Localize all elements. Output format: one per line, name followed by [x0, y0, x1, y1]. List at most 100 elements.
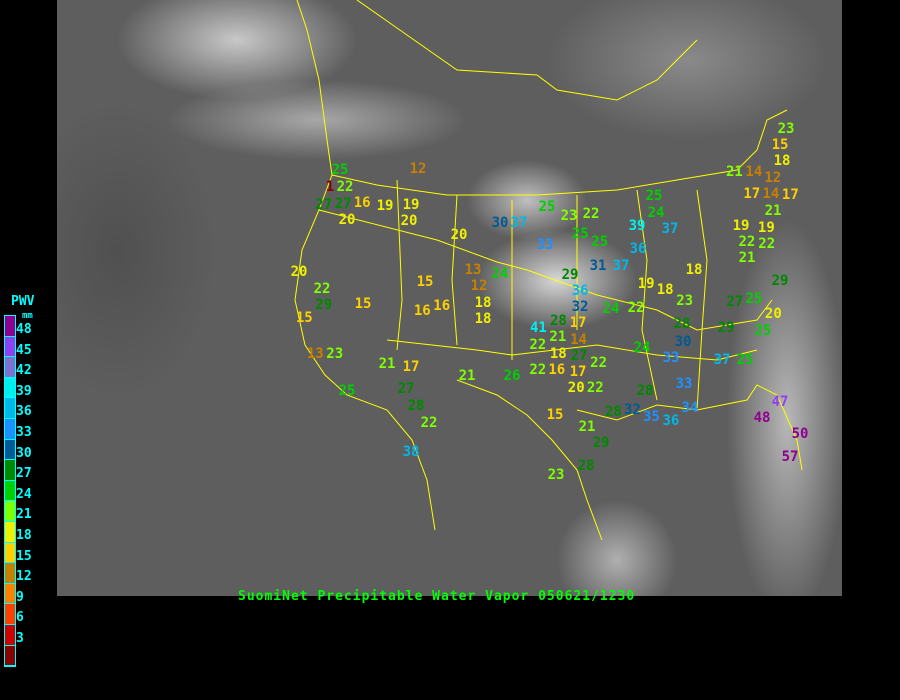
legend-tick-label: 45 — [16, 342, 32, 358]
station-pwv-value: 35 — [642, 409, 660, 425]
station-pwv-value: 37 — [510, 215, 528, 231]
station-pwv-value: 36 — [629, 241, 647, 257]
station-pwv-value: 25 — [745, 291, 763, 307]
station-pwv-value: 22 — [738, 234, 756, 251]
station-pwv-value: 29 — [592, 435, 610, 451]
station-pwv-value: 22 — [586, 379, 604, 396]
station-pwv-value: 23 — [777, 120, 795, 137]
station-pwv-value: 21 — [578, 419, 596, 435]
station-pwv-value: 33 — [675, 376, 693, 392]
station-pwv-value: 21 — [738, 250, 756, 267]
legend-swatch — [5, 460, 15, 481]
legend-title: PWV — [11, 294, 35, 309]
station-pwv-value: 14 — [745, 164, 763, 180]
station-pwv-value: 23 — [326, 346, 344, 362]
station-pwv-value: 18 — [773, 152, 791, 169]
station-pwv-value: 25 — [645, 188, 663, 205]
station-pwv-value: 14 — [570, 331, 587, 348]
station-pwv-value: 29 — [315, 297, 333, 314]
legend-swatch — [5, 583, 15, 605]
station-pwv-value: 15 — [546, 407, 564, 423]
legend-swatch — [5, 377, 15, 399]
station-pwv-value: 50 — [791, 426, 809, 442]
station-pwv-value: 22 — [529, 361, 547, 378]
station-pwv-value: 22 — [582, 206, 600, 222]
station-pwv-value: 16 — [353, 195, 371, 212]
legend-tick-label: 12 — [16, 569, 32, 585]
legend-swatch — [5, 336, 15, 358]
legend-tick-label: 39 — [16, 383, 32, 399]
station-pwv-value: 27 — [334, 195, 352, 212]
station-pwv-value: 29 — [717, 320, 735, 336]
station-pwv-value: 28 — [550, 312, 567, 329]
station-pwv-value: 21 — [549, 328, 567, 345]
legend-swatch — [5, 645, 15, 667]
station-pwv-value: 25 — [736, 352, 754, 368]
station-pwv-value: 14 — [762, 185, 780, 202]
station-pwv-value: 20 — [567, 379, 585, 396]
station-pwv-value: 31 — [589, 258, 607, 274]
station-pwv-value: 12 — [764, 169, 782, 186]
station-pwv-value: 25 — [571, 226, 589, 242]
legend-tick-label: 42 — [16, 363, 32, 379]
station-pwv-value: 36 — [571, 282, 589, 299]
station-pwv-value: 15 — [295, 310, 313, 326]
station-pwv-value: 29 — [561, 266, 579, 283]
station-pwv-value: 22 — [313, 280, 331, 297]
legend-swatch — [5, 604, 15, 625]
station-pwv-value: 30 — [491, 215, 509, 231]
station-pwv-value: 16 — [433, 298, 451, 314]
station-pwv-value: 17 — [569, 315, 587, 331]
station-pwv-value: 25 — [538, 199, 556, 215]
station-pwv-value: 18 — [474, 311, 492, 328]
legend-tick-label: 30 — [16, 445, 32, 461]
station-pwv-value: 24 — [647, 204, 665, 221]
station-pwv-value: 25 — [754, 322, 772, 339]
legend-tick-label: 48 — [16, 322, 32, 337]
legend-tick-label: 15 — [16, 548, 32, 564]
station-pwv-value: 16 — [548, 361, 566, 378]
station-pwv-value: 1 — [325, 179, 335, 196]
legend-swatch — [5, 398, 15, 419]
station-pwv-value: 17 — [402, 359, 420, 375]
station-pwv-value: 13 — [306, 346, 324, 362]
legend-swatch — [5, 521, 15, 543]
station-pwv-value: 27 — [726, 294, 744, 310]
station-pwv-value: 24 — [602, 301, 620, 317]
legend-swatch — [5, 542, 15, 564]
legend-tick-label: 36 — [16, 404, 32, 420]
legend-unit: mm — [22, 311, 33, 321]
station-pwv-value: 38 — [402, 444, 420, 460]
station-pwv-value: 34 — [681, 400, 699, 416]
station-pwv-value: 22 — [758, 236, 776, 253]
station-pwv-value: 36 — [662, 413, 680, 429]
station-pwv-value: 18 — [685, 262, 703, 278]
station-pwv-value: 15 — [771, 136, 789, 153]
station-pwv-value: 37 — [661, 221, 679, 237]
station-pwv-value: 41 — [529, 319, 547, 336]
station-pwv-value: 28 — [605, 404, 622, 420]
station-pwv-value: 18 — [474, 295, 492, 312]
station-pwv-value: 12 — [470, 278, 488, 295]
legend-swatch — [5, 418, 15, 440]
station-pwv-value: 30 — [674, 333, 692, 350]
legend-swatch — [5, 480, 15, 502]
station-pwv-value: 37 — [612, 258, 630, 274]
station-pwv-value: 23 — [560, 208, 578, 224]
station-pwv-value: 37 — [713, 352, 731, 368]
legend-swatch — [5, 563, 15, 584]
station-pwv-value: 27 — [570, 347, 588, 364]
station-pwv-value: 15 — [416, 274, 434, 290]
station-pwv-value: 20 — [764, 306, 782, 323]
station-pwv-value: 12 — [409, 161, 427, 177]
station-pwv-value: 39 — [628, 218, 646, 234]
station-pwv-value: 20 — [290, 264, 308, 280]
station-pwv-value: 23 — [547, 467, 565, 483]
station-pwv-value: 19 — [402, 196, 420, 213]
legend-tick-label: 3 — [16, 631, 24, 646]
legend-tick-label: 9 — [16, 589, 24, 605]
legend-tick-label: 33 — [16, 425, 32, 440]
legend-tick-label: 18 — [16, 528, 32, 543]
station-pwv-value: 22 — [627, 300, 645, 316]
satellite-image — [57, 0, 842, 596]
